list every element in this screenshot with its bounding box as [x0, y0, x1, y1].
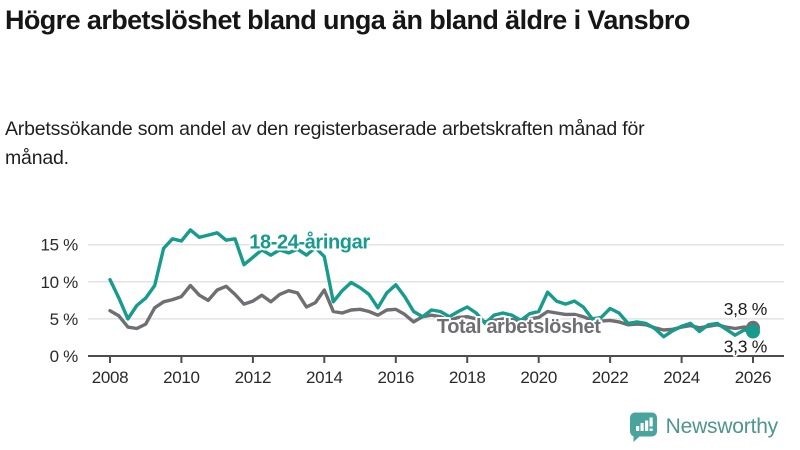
series-label: 18-24-åringar: [249, 231, 370, 254]
x-tick-label: 2018: [449, 368, 486, 387]
x-tick-label: 2008: [92, 368, 129, 387]
end-dot: [746, 324, 760, 339]
x-tick-label: 2026: [735, 368, 772, 387]
chart-subtitle: Arbetssökande som andel av den registerb…: [5, 118, 645, 169]
newsworthy-logo-text: Newsworthy: [665, 414, 779, 438]
x-tick-label: 2016: [377, 368, 414, 387]
y-tick-label: 15 %: [40, 236, 78, 255]
y-tick-label: 5 %: [50, 310, 79, 329]
newsworthy-logo-icon: [629, 412, 657, 442]
x-tick-label: 2022: [592, 368, 629, 387]
newsworthy-logo[interactable]: Newsworthy: [629, 411, 778, 442]
x-tick-label: 2010: [163, 368, 200, 387]
x-tick-label: 2024: [663, 368, 700, 387]
x-tick-label: 2020: [520, 368, 557, 387]
x-tick-label: 2012: [235, 368, 272, 387]
series-line-Total arbetslöshet: [108, 283, 755, 332]
series-line-18-24-åringar: [108, 228, 755, 339]
chart-title: Högre arbetslöshet bland unga än bland ä…: [5, 5, 690, 35]
y-tick-label: 10 %: [40, 273, 78, 292]
end-value-label: 3,8 %: [724, 299, 767, 319]
series-label: Total arbetslöshet: [437, 316, 601, 338]
x-tick-label: 2014: [306, 368, 343, 387]
y-tick-label: 0 %: [50, 347, 79, 366]
end-value-label: 3,3 %: [724, 337, 767, 357]
